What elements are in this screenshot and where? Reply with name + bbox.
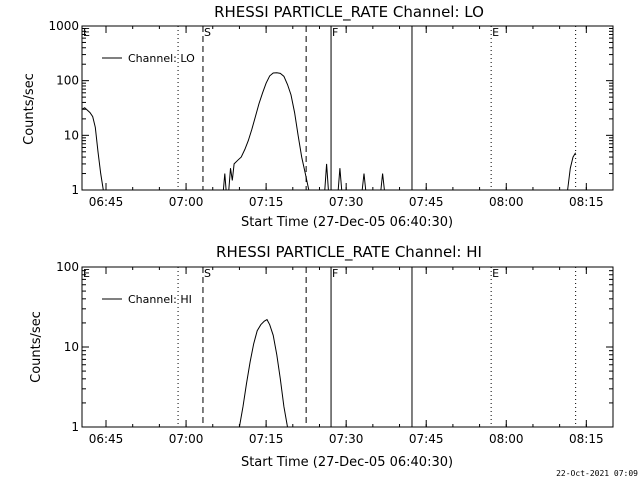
event-marker-label: F (332, 26, 338, 39)
x-tick-label: 06:45 (89, 195, 124, 209)
series-line (81, 107, 104, 191)
chart-title: RHESSI PARTICLE_RATE Channel: LO (214, 3, 484, 22)
series-line (324, 163, 329, 191)
panel-hi: RHESSI PARTICLE_RATE Channel: HI Counts/… (29, 243, 614, 470)
x-tick-label: 07:15 (249, 195, 284, 209)
x-tick-label: 08:00 (489, 432, 524, 446)
series-line (380, 173, 385, 191)
y-tick-label: 1000 (48, 19, 79, 33)
x-tick-label: 07:00 (169, 195, 204, 209)
x-axis-label: Start Time (27-Dec-05 06:40:30) (241, 215, 453, 230)
x-tick-label: 08:15 (569, 195, 604, 209)
x-tick-label: 08:15 (569, 432, 604, 446)
series-line (238, 318, 288, 428)
plot-frame (81, 25, 614, 191)
event-marker-label: E (492, 267, 499, 280)
event-marker-label: S (204, 267, 211, 280)
plot-frame (81, 266, 614, 428)
y-tick-label: 1 (71, 183, 79, 197)
event-marker-label: E (83, 26, 90, 39)
y-axis-label: Counts/sec (29, 311, 44, 383)
event-marker-label: E (83, 267, 90, 280)
y-axis-label: Counts/sec (22, 73, 37, 145)
series-line (222, 173, 227, 191)
event-marker-label: S (204, 26, 211, 39)
x-tick-label: 06:45 (89, 432, 124, 446)
y-tick-label: 1 (71, 420, 79, 434)
panel-lo: RHESSI PARTICLE_RATE Channel: LO Counts/… (22, 3, 614, 230)
series-line (567, 152, 577, 191)
series-line (337, 168, 343, 191)
event-marker-label: F (332, 267, 338, 280)
plot-area: 1 10 100 1000 06:45 07:00 07:15 07:30 07:45 08:00… (48, 19, 614, 209)
chart-title: RHESSI PARTICLE_RATE Channel: HI (216, 243, 482, 262)
plot-area: 1 10 100 06:45 07:00 07:15 07:30 07:45 08:00 08:1… (56, 260, 614, 446)
y-tick-label: 10 (64, 340, 79, 354)
series-line (361, 173, 367, 191)
x-tick-label: 07:15 (249, 432, 284, 446)
y-tick-label: 100 (56, 260, 79, 274)
legend-label: Channel: HI (128, 293, 192, 306)
x-tick-label: 08:00 (489, 195, 524, 209)
x-tick-label: 07:30 (329, 195, 364, 209)
x-tick-label: 07:45 (409, 195, 444, 209)
y-tick-label: 100 (56, 74, 79, 88)
series-line (228, 72, 310, 191)
x-tick-label: 07:30 (329, 432, 364, 446)
timestamp: 22-Oct-2021 07:09 (556, 469, 638, 478)
x-axis-label: Start Time (27-Dec-05 06:40:30) (241, 455, 453, 470)
legend-label: Channel: LO (128, 52, 195, 65)
x-tick-label: 07:00 (169, 432, 204, 446)
x-tick-label: 07:45 (409, 432, 444, 446)
event-marker-label: E (492, 26, 499, 39)
y-tick-label: 10 (64, 128, 79, 142)
